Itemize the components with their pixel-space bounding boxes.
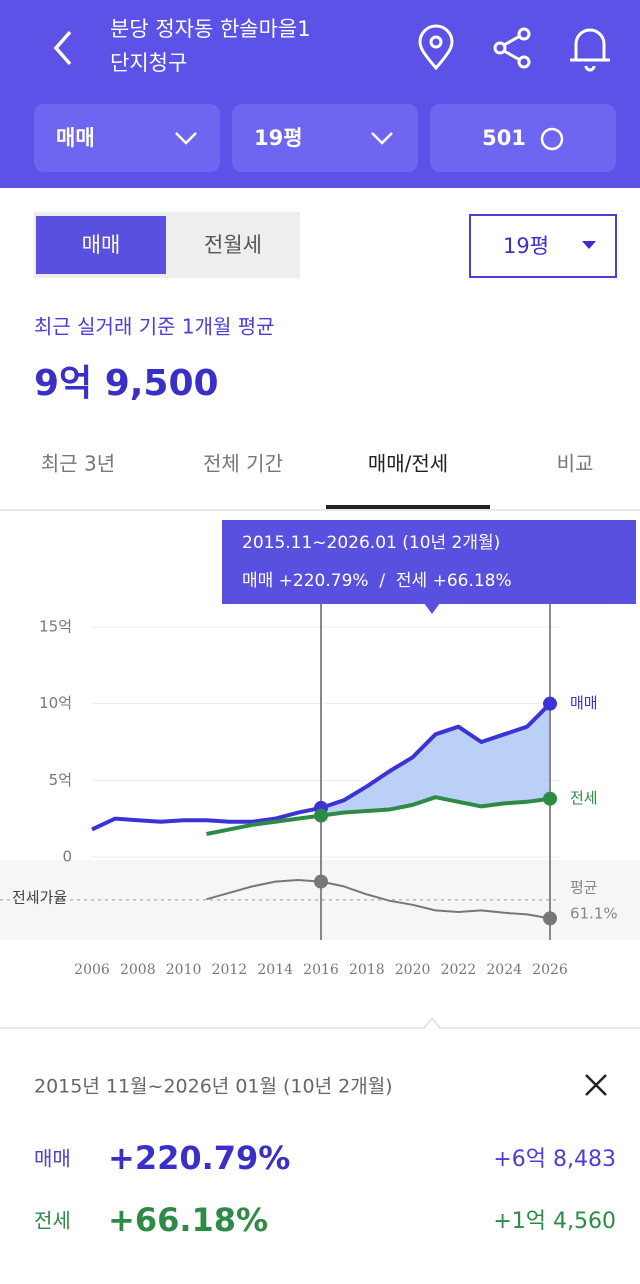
filter-size[interactable]: 19평 (232, 104, 418, 172)
x-tick-label: 2022 (441, 962, 477, 978)
price-caption: 최근 실거래 기준 1개월 평균 (34, 315, 275, 339)
tooltip-text: 2015.11~2026.01 (10년 2개월) (242, 533, 500, 553)
ratio-label: 전세가율 (12, 888, 67, 906)
summary-change: +66.18% (108, 1201, 268, 1239)
toggle-option: 매매 (82, 233, 121, 257)
series-line (206, 795, 551, 836)
summary-change: +220.79% (108, 1139, 290, 1177)
summary-period: 2015년 11월~2026년 01월 (10년 2개월) (34, 1076, 393, 1098)
tooltip (222, 520, 636, 604)
comment-count: 501 (482, 126, 526, 150)
size-select[interactable] (469, 214, 617, 278)
share-icon[interactable] (493, 27, 531, 69)
y-tick-label: 0 (62, 848, 72, 866)
x-tick-label: 2006 (74, 962, 110, 978)
close-button[interactable] (585, 1074, 607, 1096)
x-tick-label: 2020 (395, 962, 431, 978)
tab-active[interactable]: 매매/전세 (368, 452, 448, 476)
y-tick-label: 5억 (49, 771, 72, 789)
series-label: 매매 (570, 694, 598, 712)
x-tick-label: 2024 (486, 962, 522, 978)
average-caption: 평균 (570, 878, 598, 896)
point (543, 696, 557, 711)
x-tick-label: 2026 (532, 962, 568, 978)
toggle-option[interactable]: 전월세 (204, 233, 262, 257)
point (314, 874, 328, 889)
back-button[interactable] (53, 30, 72, 66)
filter-label: 매매 (56, 126, 95, 150)
title: 단지청구 (110, 51, 187, 75)
title: 분당 정자동 한솔마을1 (110, 17, 311, 41)
chart: 0 5억 10억 15억 2006 2008 2010 2012 2014 2016 2018 202… (0, 520, 636, 978)
tab[interactable]: 비교 (557, 452, 594, 476)
x-tick-label: 2012 (212, 962, 248, 978)
average-label: 61.1% (570, 904, 618, 922)
x-tick-label: 2010 (166, 962, 202, 978)
summary-amount: +6억 8,483 (493, 1147, 616, 1172)
x-tick-label: 2014 (257, 962, 293, 978)
tab[interactable]: 최근 3년 (41, 452, 115, 476)
select-caret (582, 241, 596, 249)
summary-name: 매매 (34, 1147, 71, 1171)
x-tick-label: 2018 (349, 962, 385, 978)
point (543, 791, 557, 806)
y-tick-label: 10억 (39, 694, 72, 712)
x-tick-label: 2008 (120, 962, 156, 978)
size-select-label: 19평 (503, 234, 549, 258)
map-icon[interactable] (418, 24, 454, 71)
comments[interactable]: 501 (430, 104, 616, 172)
ratio-line (206, 879, 551, 920)
tab[interactable]: 전체 기간 (203, 452, 283, 476)
summary-name: 전세 (34, 1209, 71, 1233)
point (314, 808, 328, 823)
x-tick-label: 2016 (303, 962, 339, 978)
point (543, 911, 557, 926)
series-label: 전세 (570, 789, 598, 807)
summary-divider (0, 1016, 640, 1029)
filter-deal[interactable]: 매매 (34, 104, 220, 172)
tooltip-text: 매매 +220.79% / 전세 +66.18% (242, 571, 512, 591)
price-value: 9억 9,500 (34, 363, 219, 404)
toggle-active[interactable] (36, 216, 166, 274)
summary-amount: +1억 4,560 (493, 1209, 616, 1234)
gain-area (321, 703, 550, 816)
tooltip-pointer (424, 603, 440, 614)
y-tick-label: 15억 (39, 618, 72, 636)
tab-indicator (326, 505, 490, 509)
bell-icon[interactable] (570, 28, 610, 72)
filter-label: 19평 (254, 126, 303, 150)
